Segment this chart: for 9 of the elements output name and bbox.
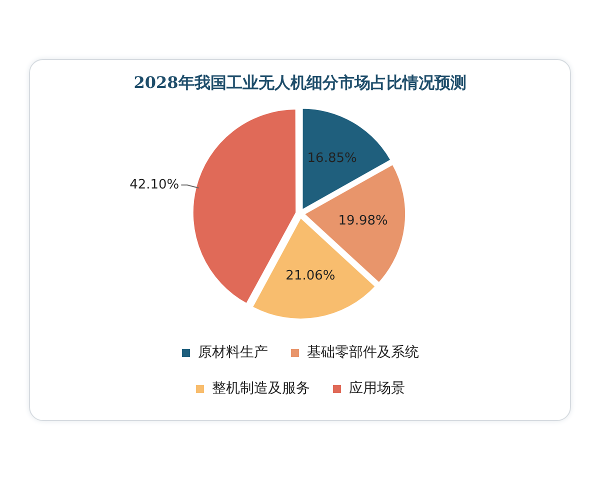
legend-label: 原材料生产 (198, 344, 268, 361)
legend-label: 应用场景 (349, 380, 405, 397)
data-label: 42.10% (130, 177, 180, 192)
data-label: 21.06% (286, 268, 336, 284)
legend-label: 整机制造及服务 (212, 380, 310, 397)
data-label: 16.85% (307, 151, 357, 166)
legend-label: 基础零部件及系统 (307, 344, 419, 361)
chart-title: 2028年我国工业无人机细分市场占比情况预测 (134, 72, 466, 92)
data-label: 19.98% (338, 213, 388, 228)
